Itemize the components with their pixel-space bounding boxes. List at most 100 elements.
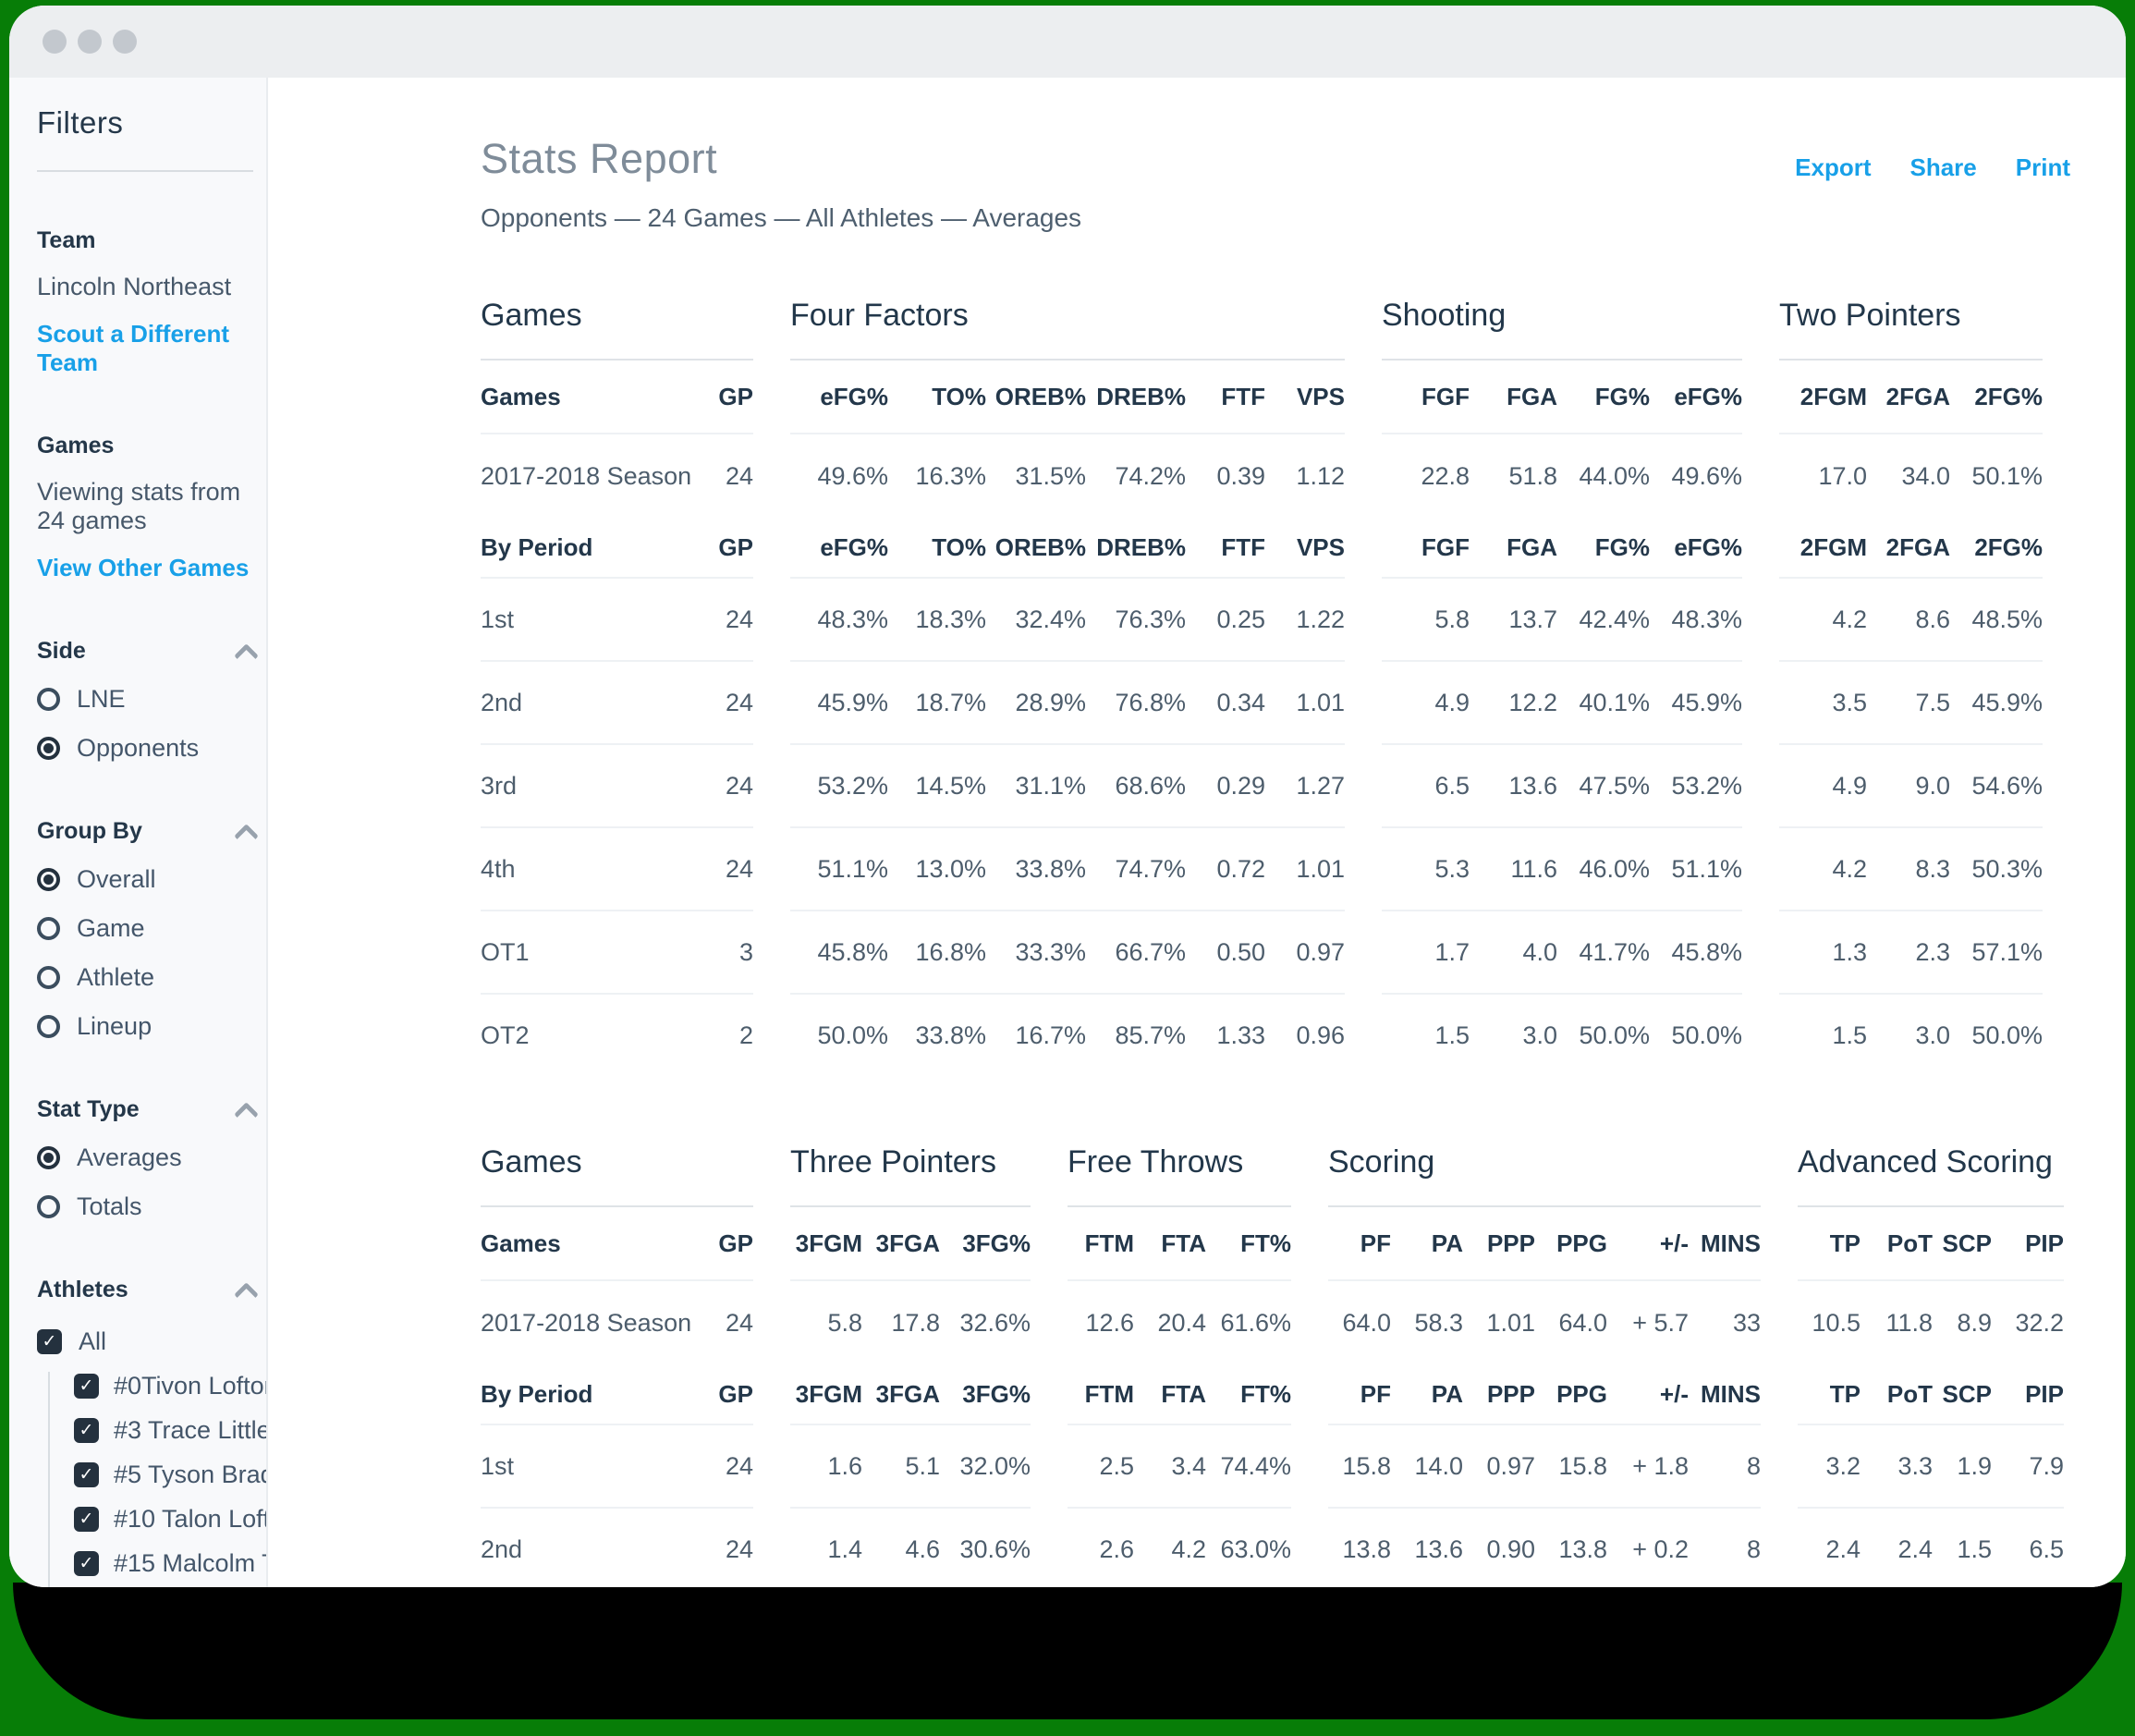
divider — [1328, 1507, 1761, 1509]
table-cell: 49.6% — [1671, 461, 1742, 490]
table-cell: +/- — [1659, 1379, 1689, 1408]
table-cell: 12.6 — [1085, 1308, 1134, 1337]
share-button[interactable]: Share — [1909, 153, 1977, 181]
table-cell: 4th — [481, 854, 516, 883]
table-cell: 24 — [725, 854, 753, 883]
table-cell: 45.8% — [1671, 937, 1742, 966]
scout-different-team-link[interactable]: Scout a Different Team — [37, 320, 230, 376]
table-cell: 68.6% — [1115, 771, 1186, 800]
chevron-up-icon[interactable] — [235, 824, 259, 840]
divider — [481, 660, 753, 662]
table-row: 6.5 13.6 47.5% 53.2% — [1382, 745, 1742, 826]
athlete-checkbox-0tivon-lofton[interactable]: #0Tivon Lofton — [74, 1372, 266, 1400]
divider — [790, 660, 1345, 662]
window-control-dot[interactable] — [113, 30, 137, 54]
table-row: 4.9 12.2 40.1% 45.9% — [1382, 662, 1742, 743]
window-titlebar — [9, 6, 2126, 78]
chevron-up-icon[interactable] — [235, 643, 259, 660]
group-by-option-overall[interactable]: Overall — [37, 865, 259, 894]
table-group-title: Scoring — [1328, 1144, 1435, 1180]
season-row: 12.6 20.4 61.6% — [1068, 1281, 1291, 1364]
table-cell: FGA — [1507, 532, 1557, 561]
group-by-option-lineup[interactable]: Lineup — [37, 1012, 259, 1041]
stat-type-option-totals[interactable]: Totals — [37, 1192, 259, 1221]
divider — [481, 993, 753, 995]
table-cell: 48.5% — [1971, 605, 2043, 633]
view-other-games-link[interactable]: View Other Games — [37, 554, 250, 581]
group-by-option-label: Overall — [77, 865, 156, 893]
table-cell: 32.0% — [959, 1451, 1031, 1480]
table-cell: PoT — [1886, 1379, 1933, 1408]
table-row: 13.8 13.6 0.90 13.8 + 0.2 8 — [1328, 1509, 1761, 1587]
divider — [1328, 1205, 1761, 1207]
chevron-up-icon[interactable] — [235, 1102, 259, 1119]
table-cell: 58.3 — [1414, 1308, 1463, 1337]
table-cell: 15.8 — [1342, 1451, 1391, 1480]
divider — [790, 1205, 1031, 1207]
table-group-shooting: Shooting FGF FGA FG% eFG% 22.8 51.8 44.0% 49.6% F… — [1382, 290, 1742, 1076]
side-option-opponents[interactable]: Opponents — [37, 734, 259, 763]
stat-type-option-averages[interactable]: Averages — [37, 1143, 259, 1172]
side-option-lne[interactable]: LNE — [37, 685, 259, 714]
athlete-checkbox-5-tyson-bradley[interactable]: #5 Tyson Bradley — [74, 1461, 266, 1489]
table-cell: 31.5% — [1015, 461, 1086, 490]
table-cell: TO% — [932, 532, 986, 561]
divider — [1068, 1507, 1291, 1509]
by-period-header-row: TP PoT SCP PIP — [1798, 1364, 2064, 1424]
athlete-checkbox-3-trace-little[interactable]: #3 Trace Little — [74, 1416, 266, 1445]
table-cell: OT1 — [481, 937, 530, 966]
table-cell: 74.7% — [1115, 854, 1186, 883]
table-cell: 2017-2018 Season — [481, 461, 692, 490]
table-cell: 1.27 — [1296, 771, 1345, 800]
season-row: 49.6% 16.3% 31.5% 74.2% 0.39 1.12 — [790, 434, 1345, 518]
table-cell: 61.6% — [1220, 1308, 1291, 1337]
group-by-option-game[interactable]: Game — [37, 914, 259, 943]
table-cell: 3FG% — [962, 1229, 1031, 1257]
athlete-checkbox-15-malcolm-tidwell[interactable]: #15 Malcolm Tidwell — [74, 1549, 266, 1578]
divider — [481, 1424, 753, 1425]
by-period-header-row: By Period GP — [481, 518, 753, 577]
group-by-options: Overall Game Athlete Lineup — [37, 865, 259, 1041]
table-cell: 14.0 — [1414, 1451, 1463, 1480]
report-actions: Export Share Print — [1756, 153, 2070, 182]
window-control-dot[interactable] — [43, 30, 67, 54]
table-cell: 51.1% — [1671, 854, 1742, 883]
table-cell: 50.0% — [1671, 1021, 1742, 1049]
window-control-dot[interactable] — [78, 30, 102, 54]
table-cell: 13.0% — [915, 854, 986, 883]
athletes-all-checkbox[interactable]: All — [37, 1327, 259, 1356]
divider — [1798, 1424, 2064, 1425]
sidebar-title: Filters — [37, 105, 124, 140]
table-cell: FGA — [1507, 382, 1557, 410]
table-cell: FTA — [1161, 1379, 1206, 1408]
athlete-checkbox-10-talon-lofton[interactable]: #10 Talon Lofton — [74, 1505, 266, 1534]
table-cell: 17.8 — [891, 1308, 940, 1337]
print-button[interactable]: Print — [2015, 153, 2070, 181]
table-cell: PF — [1360, 1229, 1391, 1257]
chevron-up-icon[interactable] — [235, 1282, 259, 1299]
side-option-label: Opponents — [77, 734, 200, 762]
table-group-free-throws: Free Throws FTM FTA FT% 12.6 20.4 61.6% FTM FTA F… — [1068, 1137, 1291, 1587]
divider — [1068, 1279, 1291, 1281]
table-cell: 2FG% — [1974, 532, 2043, 561]
table-cell: 50.0% — [817, 1021, 888, 1049]
group-by-option-athlete[interactable]: Athlete — [37, 963, 259, 992]
table-cell: SCP — [1942, 1379, 1992, 1408]
divider — [481, 743, 753, 745]
stats-tables: Games Games GP 2017-2018 Season 24 By Period G… — [481, 290, 2070, 1587]
table-group-title: Two Pointers — [1779, 298, 1961, 333]
stat-type-option-label: Averages — [77, 1143, 182, 1171]
column-header-row: FGF FGA FG% eFG% — [1382, 361, 1742, 433]
table-cell: TP — [1829, 1229, 1860, 1257]
export-button[interactable]: Export — [1795, 153, 1872, 181]
group-by-option-label: Game — [77, 914, 145, 942]
table-row: 2.6 4.2 63.0% — [1068, 1509, 1291, 1587]
by-period-header-row: PF PA PPP PPG +/- MINS — [1328, 1364, 1761, 1424]
radio-icon — [37, 966, 60, 989]
table-cell: TP — [1829, 1379, 1860, 1408]
table-cell: FTF — [1221, 382, 1265, 410]
table-cell: 24 — [725, 1451, 753, 1480]
table-cell: 46.0% — [1579, 854, 1650, 883]
divider — [790, 743, 1345, 745]
side-label: Side — [37, 638, 86, 664]
